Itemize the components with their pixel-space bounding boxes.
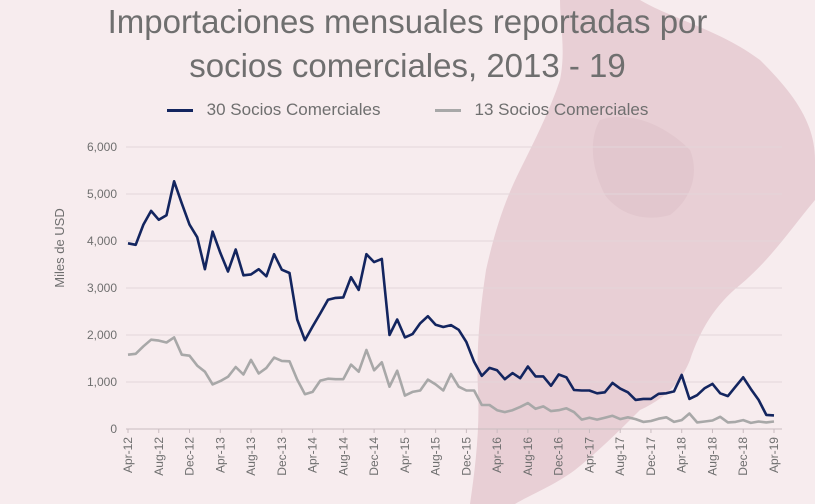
y-tick-label: 5,000 xyxy=(87,187,117,201)
legend-swatch-13 xyxy=(434,108,461,112)
x-tick-label: Aug-18 xyxy=(705,437,719,476)
x-tick-label: Apr-15 xyxy=(398,437,412,473)
x-tick-label: Dec-13 xyxy=(275,437,289,476)
x-tick-label: Aug-14 xyxy=(336,437,350,476)
y-tick-label: 4,000 xyxy=(87,234,117,248)
x-tick-label: Apr-18 xyxy=(675,437,689,473)
y-axis-label: Miles de USD xyxy=(52,208,67,287)
x-tick-label: Dec-15 xyxy=(459,437,473,476)
x-tick-label: Aug-17 xyxy=(613,437,627,476)
y-tick-label: 3,000 xyxy=(87,281,117,295)
x-tick-label: Aug-13 xyxy=(244,437,258,476)
chart-title-line1: Importaciones mensuales reportadas por xyxy=(107,3,708,40)
legend-item-30: 30 Socios Comerciales xyxy=(166,100,381,120)
chart-title-line2: socios comerciales, 2013 - 19 xyxy=(189,47,626,84)
series-line-13-socios xyxy=(127,336,775,425)
x-tick-label: Dec-12 xyxy=(183,437,197,476)
chart-title: Importaciones mensuales reportadas por s… xyxy=(0,0,815,88)
x-tick-label: Aug-16 xyxy=(521,437,535,476)
chart-legend: 30 Socios Comerciales 13 Socios Comercia… xyxy=(0,100,815,120)
y-tick-label: 2,000 xyxy=(87,328,117,342)
series-line-30-socios xyxy=(127,180,775,417)
x-tick-label: Aug-12 xyxy=(152,437,166,476)
x-tick-label: Dec-17 xyxy=(644,437,658,476)
x-tick-label: Apr-16 xyxy=(490,437,504,473)
legend-label-30: 30 Socios Comerciales xyxy=(206,100,381,119)
y-tick-label: 6,000 xyxy=(87,140,117,154)
x-tick-label: Apr-13 xyxy=(213,437,227,473)
x-tick-label: Dec-14 xyxy=(367,437,381,476)
map-highlight-region xyxy=(592,116,694,218)
x-tick-label: Dec-18 xyxy=(736,437,750,476)
x-tick-label: Apr-12 xyxy=(121,437,135,473)
x-tick-label: Apr-19 xyxy=(767,437,781,473)
y-tick-label: 0 xyxy=(110,422,117,436)
x-tick-label: Dec-16 xyxy=(552,437,566,476)
legend-label-13: 13 Socios Comerciales xyxy=(474,100,649,119)
x-tick-label: Aug-15 xyxy=(429,437,443,476)
x-tick-label: Apr-14 xyxy=(306,437,320,473)
x-tick-label: Apr-17 xyxy=(582,437,596,473)
y-tick-label: 1,000 xyxy=(87,375,117,389)
legend-swatch-30 xyxy=(166,108,193,112)
legend-item-13: 13 Socios Comerciales xyxy=(434,100,649,120)
